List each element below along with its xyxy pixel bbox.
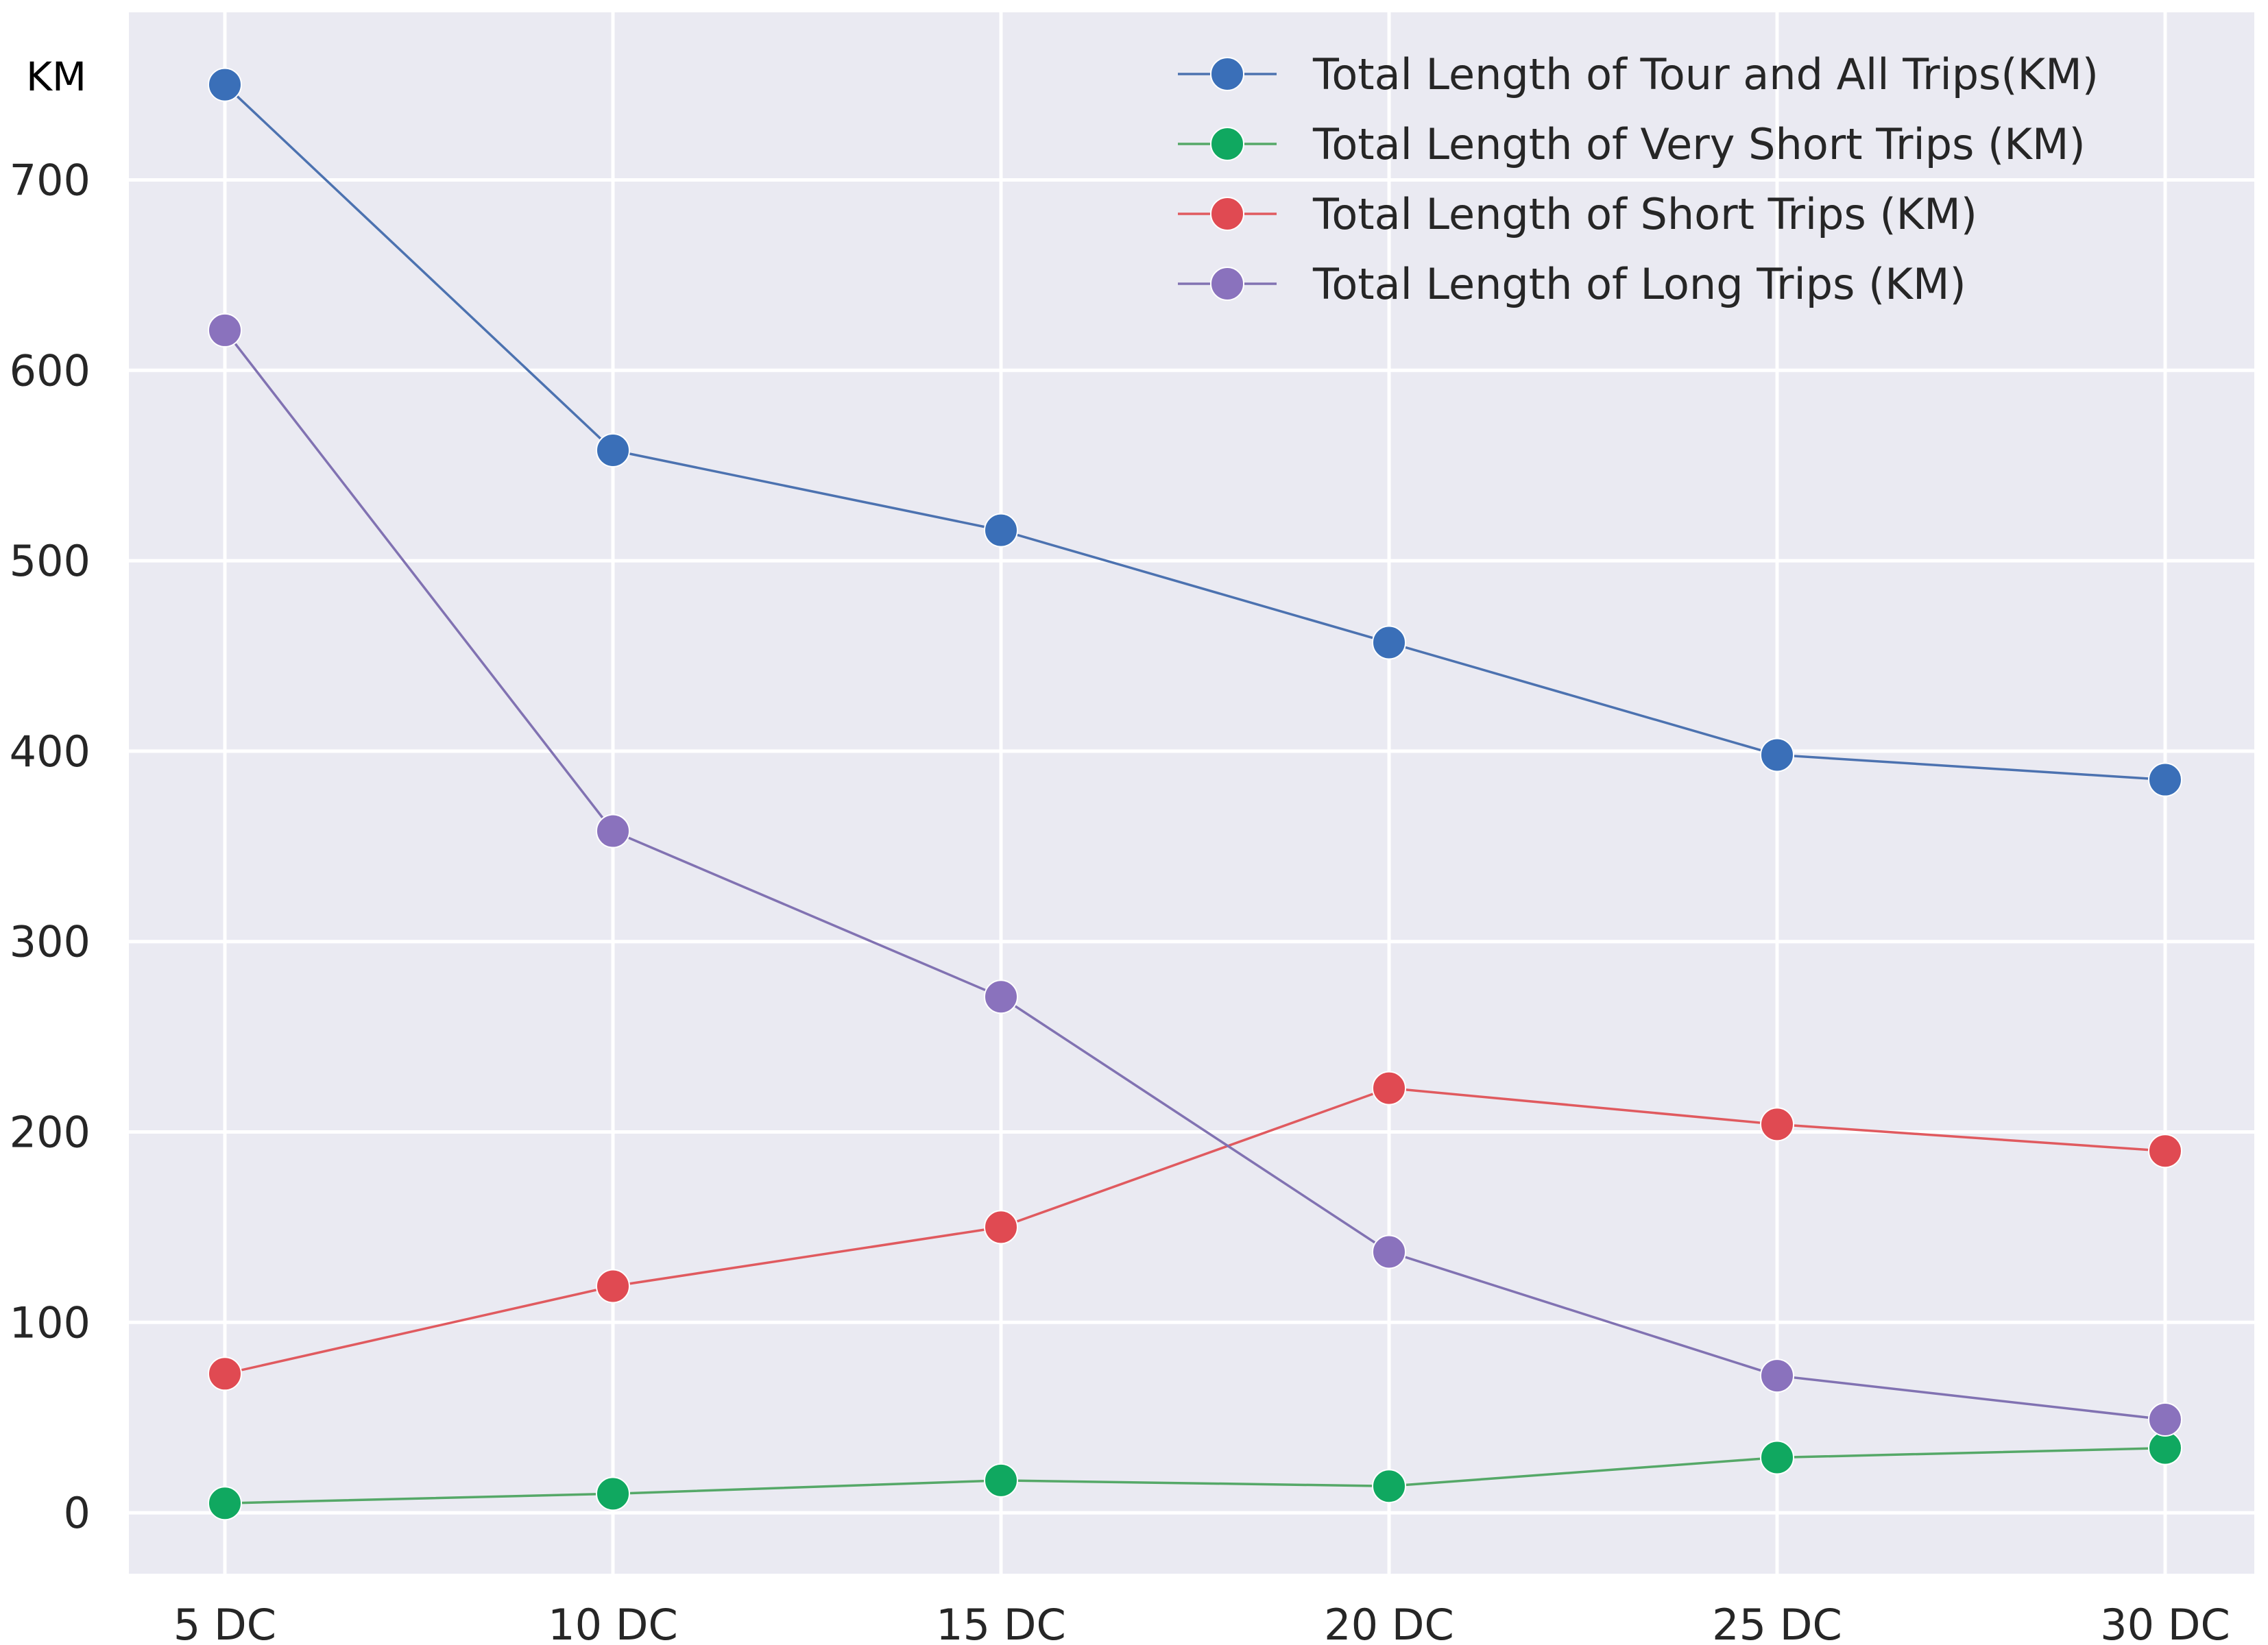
data-point [1760,1358,1794,1393]
legend-label: Total Length of Very Short Trips (KM) [1312,119,2086,169]
legend-marker [1210,127,1244,161]
series-line [224,1086,2166,1376]
legend: Total Length of Tour and All Trips(KM) To… [1178,49,2099,309]
data-point [1372,1071,1406,1106]
series-1 [208,67,2182,797]
data-point [2148,762,2182,797]
data-point [208,67,242,102]
data-point [1760,1440,1794,1475]
y-tick-label: 500 [10,536,91,586]
data-point [208,1486,242,1521]
data-point [1372,625,1406,660]
x-axis-ticks: 5 DC 10 DC 15 DC 20 DC 25 DC 30 DC [173,1600,2230,1645]
y-tick-label: 200 [10,1107,91,1157]
data-point [2148,1134,2182,1169]
series-4 [208,313,2182,1437]
data-point [596,432,630,467]
data-point [984,1463,1018,1498]
data-point [596,1269,630,1304]
data-point [596,814,630,849]
x-tick-label: 15 DC [936,1600,1066,1645]
series-line [224,84,2166,781]
legend-marker [1210,197,1244,231]
data-point [208,313,242,348]
legend-item: Total Length of Long Trips (KM) [1178,259,1966,309]
legend-item: Total Length of Tour and All Trips(KM) [1178,49,2099,99]
series-2 [208,1430,2182,1521]
data-point [2148,1402,2182,1437]
legend-marker [1210,267,1244,301]
data-point [1760,1107,1794,1142]
y-axis-ticks: 0 100 200 300 400 500 600 700 [10,155,91,1538]
legend-label: Total Length of Long Trips (KM) [1312,259,1966,309]
data-point [1372,1469,1406,1504]
legend-label: Total Length of Tour and All Trips(KM) [1312,49,2099,99]
data-point [984,1210,1018,1245]
plot-background [129,12,2254,1574]
x-tick-label: 10 DC [548,1600,678,1645]
x-tick-label: 5 DC [173,1600,276,1645]
legend-item: Total Length of Very Short Trips (KM) [1178,119,2086,169]
y-tick-label: 600 [10,345,91,395]
y-tick-label: 100 [10,1297,91,1348]
legend-marker [1210,57,1244,91]
y-tick-label: 700 [10,155,91,205]
data-point [596,1476,630,1511]
series-3 [208,1071,2182,1391]
data-point [984,979,1018,1014]
series-line [224,1446,2166,1504]
x-tick-label: 25 DC [1712,1600,1842,1645]
legend-item: Total Length of Short Trips (KM) [1178,189,1977,239]
x-tick-label: 20 DC [1324,1600,1454,1645]
data-point [208,1356,242,1391]
y-tick-label: 400 [10,727,91,777]
y-axis-unit-label: KM [26,53,86,100]
data-point [1760,738,1794,772]
legend-label: Total Length of Short Trips (KM) [1312,189,1977,239]
y-tick-label: 0 [64,1488,91,1538]
series-line [224,329,2166,1421]
y-tick-label: 300 [10,917,91,967]
data-point [1372,1234,1406,1269]
series-group [208,67,2182,1521]
data-point [984,513,1018,548]
x-tick-label: 30 DC [2100,1600,2230,1645]
